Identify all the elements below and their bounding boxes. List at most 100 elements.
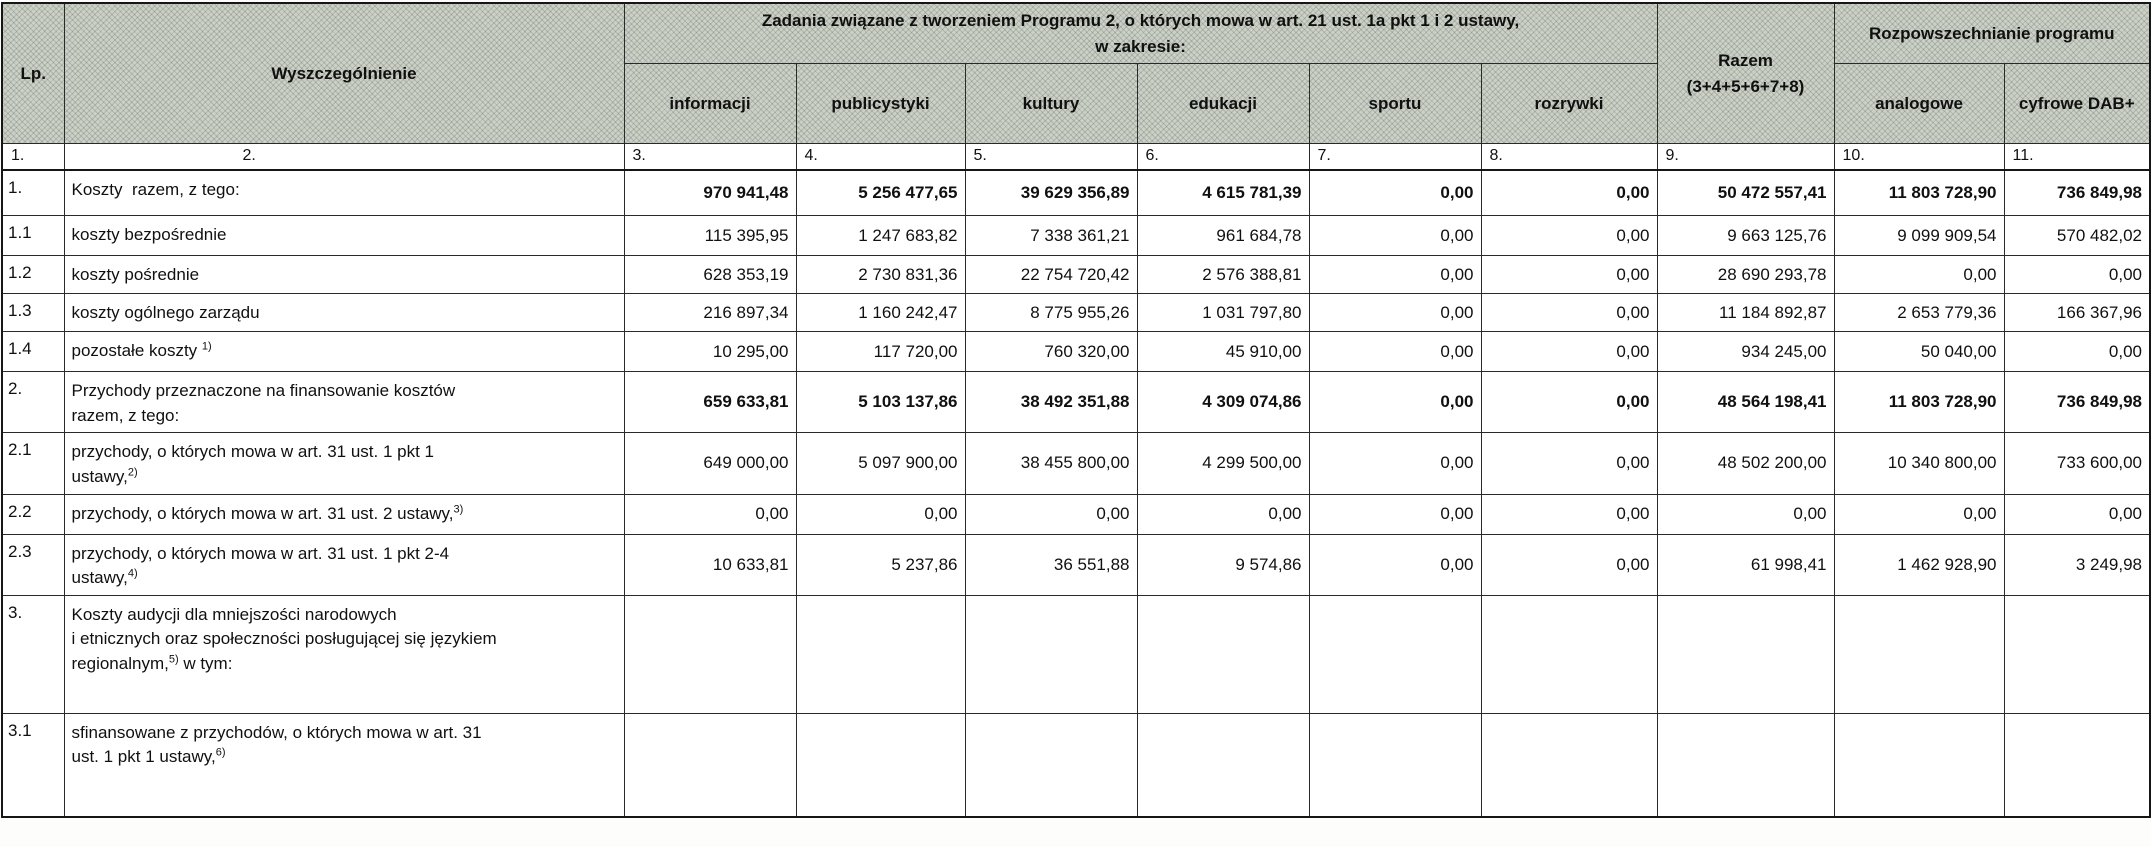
- row-value: [1833, 594, 2005, 714]
- row-value: 10 633,81: [623, 533, 797, 596]
- row-value: 4 615 781,39: [1136, 169, 1310, 216]
- table-row: 1.3 koszty ogólnego zarządu 216 897,34 1 16…: [1, 293, 2151, 332]
- row-value: [2003, 594, 2151, 714]
- row-value: 0,00: [1480, 370, 1658, 434]
- row-lp: 1.: [1, 169, 65, 216]
- row-value: 50 040,00: [1833, 331, 2005, 372]
- col-header-rozrywki: rozrywki: [1480, 63, 1658, 144]
- column-number-row: 1. 2. 3. 4. 5. 6. 7. 8. 9. 10. 11.: [1, 143, 2151, 171]
- row-label: Przychody przeznaczone na finansowanie k…: [63, 370, 625, 434]
- row-value: 50 472 557,41: [1656, 169, 1835, 216]
- col-group-zadania: Zadania związane z tworzeniem Programu 2…: [623, 2, 1658, 64]
- row-lp: 2.: [1, 370, 65, 434]
- row-value: 1 462 928,90: [1833, 533, 2005, 596]
- row-value: 0,00: [1656, 493, 1835, 535]
- row-value: [623, 712, 797, 818]
- row-value: 0,00: [1308, 533, 1482, 596]
- header-group-row: Lp. Wyszczególnienie Zadania związane z …: [1, 2, 2151, 144]
- row-value: 9 099 909,54: [1833, 215, 2005, 256]
- col-header-publicystyki: publicystyki: [795, 63, 966, 144]
- table-row: 1. Koszty razem, z tego: 970 941,48 5 256 4…: [1, 169, 2151, 216]
- row-value: 38 492 351,88: [964, 370, 1138, 434]
- row-value: 8 775 955,26: [964, 293, 1138, 332]
- row-value: 0,00: [964, 493, 1138, 535]
- row-value: [623, 594, 797, 714]
- table-row: 3.1 sfinansowane z przychodów, o których …: [1, 712, 2151, 818]
- row-value: 0,00: [2003, 331, 2151, 372]
- column-number: 1.: [1, 143, 65, 171]
- row-value: 166 367,96: [2003, 293, 2151, 332]
- row-value: 2 576 388,81: [1136, 255, 1310, 294]
- row-value: [795, 712, 966, 818]
- row-value: 1 160 242,47: [795, 293, 966, 332]
- row-value: [1136, 712, 1310, 818]
- row-label: koszty pośrednie: [63, 255, 625, 294]
- footnote-marker: 6): [215, 746, 226, 759]
- column-number: 10.: [1833, 143, 2005, 171]
- row-lp: 1.4: [1, 331, 65, 372]
- row-value: 45 910,00: [1136, 331, 1310, 372]
- col-header-cyfrowe-dab: cyfrowe DAB+: [2003, 63, 2151, 144]
- row-value: 0,00: [1480, 331, 1658, 372]
- row-value: 628 353,19: [623, 255, 797, 294]
- row-value: 0,00: [1833, 493, 2005, 535]
- row-value: 0,00: [1833, 255, 2005, 294]
- row-value: 48 502 200,00: [1656, 432, 1835, 495]
- row-value: 4 309 074,86: [1136, 370, 1310, 434]
- col-header-lp: Lp.: [1, 2, 65, 144]
- row-value: 736 849,98: [2003, 169, 2151, 216]
- row-value: 0,00: [1308, 432, 1482, 495]
- row-label: sfinansowane z przychodów, o których mow…: [63, 712, 625, 818]
- row-value: 659 633,81: [623, 370, 797, 434]
- row-value: 961 684,78: [1136, 215, 1310, 256]
- row-value: 0,00: [1308, 215, 1482, 256]
- column-number: 8.: [1480, 143, 1658, 171]
- row-value: 4 299 500,00: [1136, 432, 1310, 495]
- row-value: 7 338 361,21: [964, 215, 1138, 256]
- row-value: 1 031 797,80: [1136, 293, 1310, 332]
- footnote-marker: 4): [127, 567, 138, 580]
- row-label: Koszty razem, z tego:: [63, 169, 625, 216]
- row-lp: 2.1: [1, 432, 65, 495]
- row-value: 736 849,98: [2003, 370, 2151, 434]
- row-value: [1656, 594, 1835, 714]
- row-value: [1480, 712, 1658, 818]
- row-value: 0,00: [1308, 293, 1482, 332]
- row-value: [964, 594, 1138, 714]
- row-value: 0,00: [795, 493, 966, 535]
- footnote-marker: 2): [127, 466, 138, 479]
- col-header-edukacji: edukacji: [1136, 63, 1310, 144]
- row-value: [1480, 594, 1658, 714]
- row-value: 61 998,41: [1656, 533, 1835, 596]
- row-value: [1308, 712, 1482, 818]
- table-header: Lp. Wyszczególnienie Zadania związane z …: [1, 2, 2151, 171]
- column-number: 9.: [1656, 143, 1835, 171]
- row-value: 5 256 477,65: [795, 169, 966, 216]
- row-value: 570 482,02: [2003, 215, 2151, 256]
- program-costs-table: Lp. Wyszczególnienie Zadania związane z …: [1, 2, 2151, 819]
- row-value: 11 803 728,90: [1833, 370, 2005, 434]
- row-label: koszty bezpośrednie: [63, 215, 625, 256]
- row-value: [964, 712, 1138, 818]
- row-lp: 1.2: [1, 255, 65, 294]
- row-value: 216 897,34: [623, 293, 797, 332]
- column-number: 11.: [2003, 143, 2151, 171]
- col-header-sportu: sportu: [1308, 63, 1482, 144]
- row-value: 2 730 831,36: [795, 255, 966, 294]
- col-header-kultury: kultury: [964, 63, 1138, 144]
- row-value: 1 247 683,82: [795, 215, 966, 256]
- row-lp: 2.3: [1, 533, 65, 596]
- footnote-marker: 3): [453, 502, 464, 515]
- row-value: 39 629 356,89: [964, 169, 1138, 216]
- col-header-analogowe: analogowe: [1833, 63, 2005, 144]
- col-header-informacji: informacji: [623, 63, 797, 144]
- footnote-marker: 5): [168, 653, 179, 666]
- row-value: 0,00: [1480, 533, 1658, 596]
- row-label: koszty ogólnego zarządu: [63, 293, 625, 332]
- column-number: 6.: [1136, 143, 1310, 171]
- row-value: 11 184 892,87: [1656, 293, 1835, 332]
- row-value: 48 564 198,41: [1656, 370, 1835, 434]
- row-value: 115 395,95: [623, 215, 797, 256]
- table-row: 1.2 koszty pośrednie 628 353,19 2 730 831,3…: [1, 255, 2151, 294]
- table-row: 3. Koszty audycji dla mniejszości narodow…: [1, 594, 2151, 714]
